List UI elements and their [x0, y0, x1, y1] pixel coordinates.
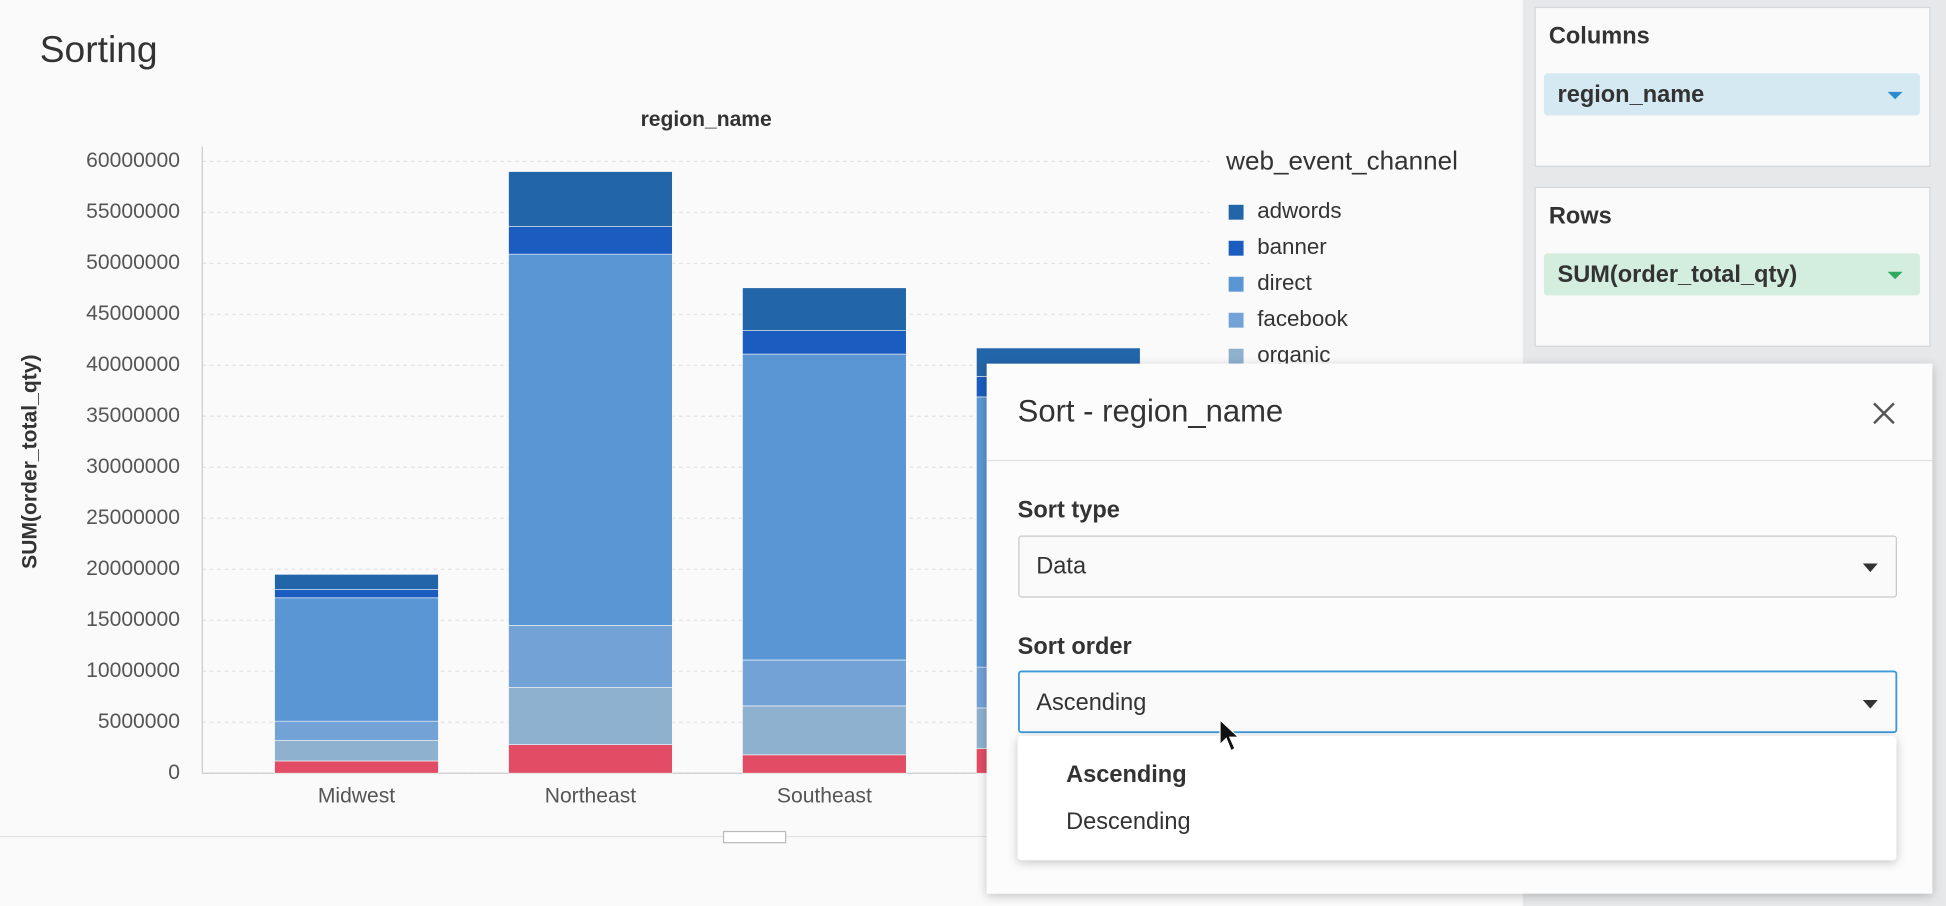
- legend-label: banner: [1257, 234, 1327, 259]
- dropdown-menu: [1017, 735, 1897, 861]
- bar-segment: [508, 171, 673, 227]
- legend-swatch: [1228, 240, 1244, 256]
- sort-type-select[interactable]: [1018, 535, 1897, 598]
- legend-swatch: [1228, 276, 1244, 292]
- y-tick-label: 5000000: [98, 710, 180, 733]
- bar-segment: [742, 705, 907, 756]
- select-value: Ascending: [1036, 689, 1146, 715]
- x-axis-title: region_name: [641, 108, 772, 131]
- y-tick-label: 30000000: [86, 455, 180, 478]
- legend-title: web_event_channel: [1225, 145, 1458, 175]
- y-tick-label: 0: [168, 761, 180, 784]
- bar-segment: [274, 589, 439, 599]
- field-name: region_name: [1558, 81, 1705, 107]
- field-pill[interactable]: [1543, 73, 1920, 116]
- y-tick-label: 60000000: [86, 149, 180, 172]
- legend-label: facebook: [1257, 306, 1348, 331]
- pill-arrow: [1887, 271, 1903, 280]
- bar-segment: [508, 744, 673, 774]
- bar-segment: [274, 720, 439, 741]
- x-tick-label: Midwest: [318, 784, 395, 807]
- panel-title: Rows: [1549, 202, 1612, 228]
- y-axis-title: SUM(order_total_qty): [19, 355, 42, 569]
- legend-label: adwords: [1257, 198, 1341, 223]
- x-tick-label: Southeast: [777, 784, 872, 807]
- sort-order-select[interactable]: [1017, 670, 1898, 734]
- bar-segment: [508, 687, 673, 745]
- bar-segment: [274, 574, 439, 590]
- y-tick-label: 55000000: [86, 200, 180, 223]
- resize-handle[interactable]: [722, 830, 787, 844]
- dialog-title: Sort - region_name: [1018, 393, 1284, 428]
- field-pill[interactable]: [1543, 253, 1920, 296]
- close-button[interactable]: [1873, 402, 1895, 425]
- y-tick-label: 15000000: [86, 608, 180, 631]
- select-arrow: [1862, 563, 1878, 573]
- legend-swatch: [1228, 348, 1244, 364]
- bar-segment: [508, 625, 673, 688]
- bar-segment: [742, 754, 907, 774]
- bar-segment: [742, 659, 907, 707]
- bar-segment: [742, 287, 907, 331]
- sort-dialog: Sort - region_name Sort type Data Sort o…: [986, 363, 1933, 894]
- y-tick-label: 25000000: [86, 506, 180, 529]
- legend-label: organic: [1257, 342, 1330, 367]
- bar-segment: [742, 330, 907, 355]
- dropdown-option[interactable]: Ascending: [1066, 761, 1187, 787]
- y-tick-label: 50000000: [86, 251, 180, 274]
- x-tick-label: Northeast: [545, 784, 637, 807]
- panel-title: Columns: [1549, 22, 1650, 48]
- bar-segment: [508, 253, 673, 626]
- dropdown-option[interactable]: Descending: [1066, 808, 1191, 834]
- bar-segment: [274, 597, 439, 722]
- select-value: Data: [1036, 552, 1087, 578]
- pill-arrow: [1887, 91, 1903, 100]
- field-label: Sort type: [1018, 497, 1120, 523]
- bar-segment: [274, 760, 439, 774]
- bar-segment: [742, 353, 907, 661]
- y-tick-label: 40000000: [86, 353, 180, 376]
- select-arrow: [1862, 699, 1878, 709]
- legend-swatch: [1228, 312, 1244, 328]
- field-name: SUM(order_total_qty): [1558, 261, 1798, 287]
- y-tick-label: 10000000: [86, 659, 180, 682]
- y-tick-label: 45000000: [86, 302, 180, 325]
- field-label: Sort order: [1018, 633, 1132, 659]
- legend-label: direct: [1257, 270, 1312, 295]
- y-tick-label: 35000000: [86, 404, 180, 427]
- legend-swatch: [1228, 204, 1244, 220]
- mouse-cursor: [1219, 718, 1241, 752]
- page-title: Sorting: [40, 28, 158, 70]
- bar-segment: [508, 226, 673, 255]
- bar-segment: [274, 740, 439, 762]
- y-tick-label: 20000000: [86, 557, 180, 580]
